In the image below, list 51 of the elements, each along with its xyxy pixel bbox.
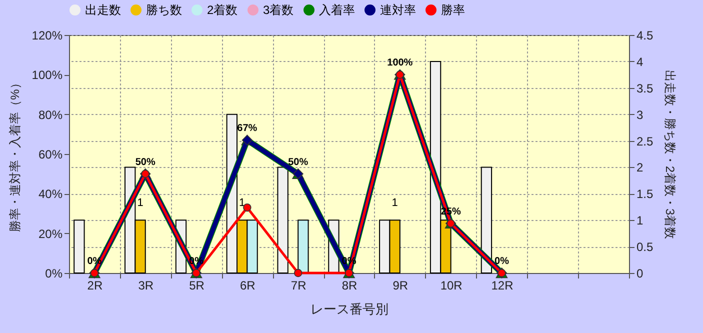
bar <box>277 166 288 274</box>
data-label: 0% <box>189 256 204 267</box>
data-label: 1 <box>392 197 398 210</box>
x-tick-label: 3R <box>138 278 154 292</box>
y-tick-label: 80% <box>38 108 63 122</box>
y2-tick-label: 1.5 <box>636 187 654 202</box>
x-tick-label: 7R <box>290 278 307 292</box>
y-tick-label: 120% <box>32 28 63 42</box>
data-label: 1 <box>137 197 144 210</box>
data-label: 67% <box>237 123 258 134</box>
y-axis-title: 勝率・連対率・入着率（%） <box>8 77 22 232</box>
legend-label: 出走数 <box>85 3 121 17</box>
legend-label: 3着数 <box>263 3 294 17</box>
bar <box>298 220 309 274</box>
x-axis-title: レース番号別 <box>310 302 388 316</box>
y2-tick-label: 2 <box>636 160 644 175</box>
data-label: 100% <box>387 58 413 69</box>
y-tick-label: 0% <box>45 266 63 280</box>
y2-axis-title: 出走数・勝ち数・2着数・3着数 <box>663 70 678 240</box>
y2-tick-label: 1 <box>636 214 644 228</box>
y2-tick-label: 3.5 <box>636 81 654 96</box>
legend-label: 入着率 <box>319 3 355 17</box>
point <box>294 268 302 278</box>
bar <box>74 220 85 274</box>
x-tick-label: 10R <box>440 278 463 292</box>
legend-label: 2着数 <box>207 3 238 17</box>
y2-tick-label: 0.5 <box>636 240 654 254</box>
y2-tick-label: 4 <box>636 54 644 69</box>
x-tick-label: 6R <box>240 278 256 292</box>
data-label: 50% <box>288 156 308 168</box>
y2-tick-label: 4.5 <box>636 28 654 42</box>
x-tick-label: 2R <box>87 278 103 292</box>
legend-label: 勝率 <box>441 3 465 17</box>
x-tick-label: 9R <box>392 278 408 292</box>
x-tick-label: 12R <box>491 278 514 292</box>
y-tick-label: 20% <box>38 226 63 241</box>
y2-tick-label: 3 <box>636 108 644 122</box>
data-label: 50% <box>135 156 156 168</box>
y2-tick-label: 0 <box>636 266 644 280</box>
x-tick-label: 8R <box>342 278 358 292</box>
data-label: 0% <box>494 256 510 267</box>
y-tick-label: 100% <box>32 68 63 82</box>
x-tick-label: 5R <box>189 278 205 292</box>
y-tick-label: 60% <box>38 148 63 162</box>
legend-label: 勝ち数 <box>146 3 182 17</box>
point <box>243 203 252 212</box>
bar <box>480 166 492 274</box>
y2-tick-label: 2.5 <box>636 134 654 148</box>
data-label: 0% <box>342 256 356 267</box>
y-tick-label: 40% <box>38 187 63 202</box>
legend-label: 連対率 <box>380 3 416 17</box>
